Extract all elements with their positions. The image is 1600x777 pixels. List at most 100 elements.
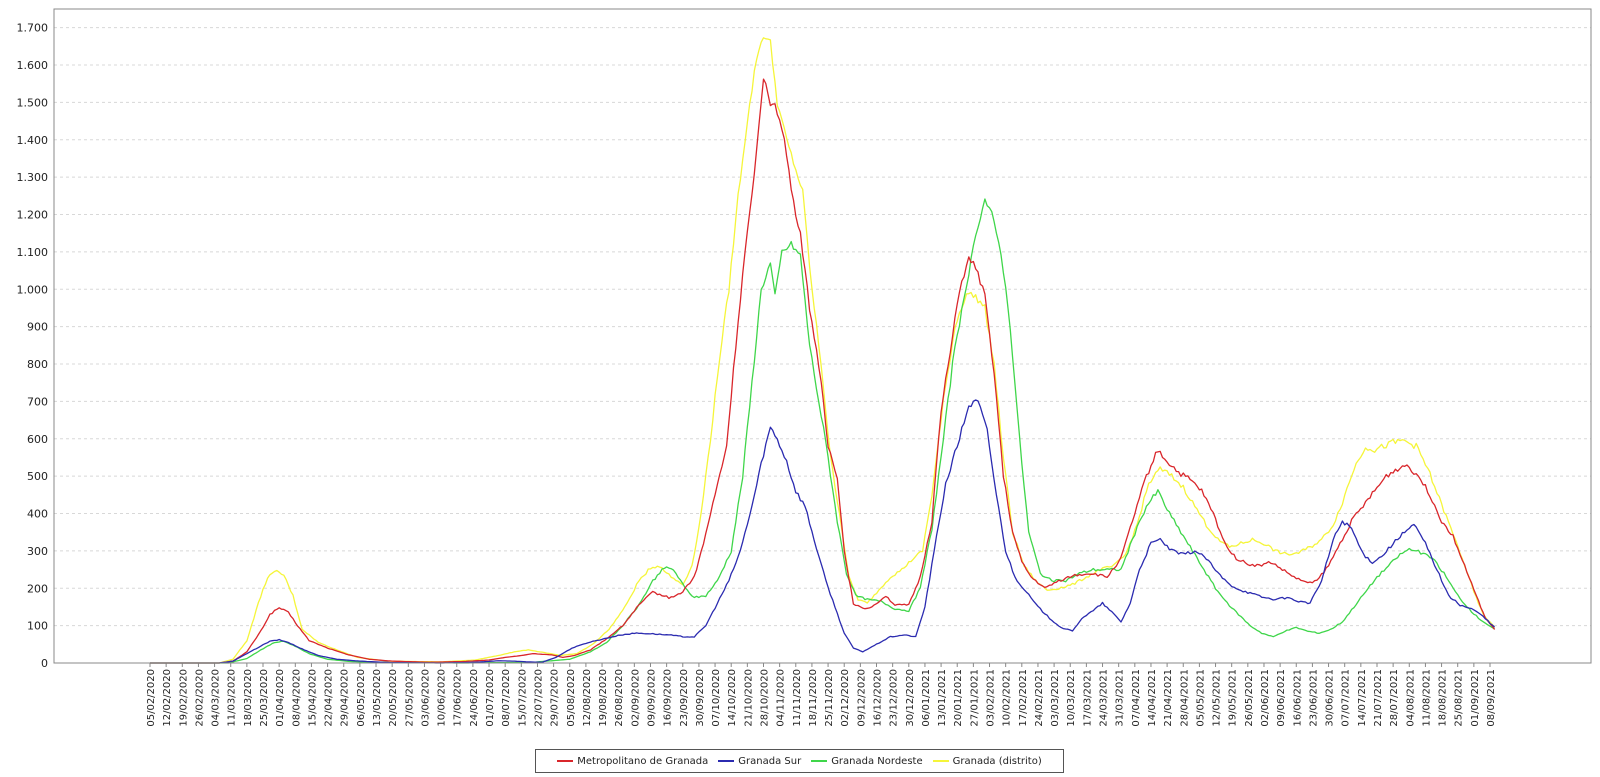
- y-tick-label: 1.600: [17, 59, 49, 72]
- x-tick-label: 11/11/2020: [792, 669, 803, 727]
- x-tick-label: 12/02/2020: [162, 669, 173, 727]
- x-tick-label: 07/10/2020: [711, 669, 722, 727]
- x-tick-label: 30/09/2020: [695, 669, 706, 727]
- legend-swatch: [932, 760, 949, 762]
- x-axis: 05/02/2020 12/02/2020 19/02/2020 26/02/2020…: [146, 663, 1497, 727]
- x-tick-label: 19/02/2020: [178, 669, 189, 727]
- x-tick-label: 12/05/2021: [1212, 669, 1223, 727]
- x-tick-label: 07/07/2021: [1341, 669, 1352, 727]
- x-tick-label: 10/03/2021: [1066, 669, 1077, 727]
- series-line-granada-sur: [150, 399, 1496, 664]
- y-tick-label: 1.100: [17, 246, 49, 259]
- y-tick-label: 400: [27, 508, 48, 521]
- x-tick-label: 28/04/2021: [1179, 669, 1190, 727]
- x-tick-label: 29/04/2020: [340, 669, 351, 727]
- x-tick-label: 18/03/2020: [243, 669, 254, 727]
- y-tick-label: 1.000: [17, 283, 49, 296]
- x-tick-label: 08/07/2020: [501, 669, 512, 727]
- y-tick-label: 0: [41, 657, 48, 670]
- x-tick-label: 17/06/2020: [453, 669, 464, 727]
- x-tick-label: 30/06/2021: [1325, 669, 1336, 727]
- legend-label: Granada (distrito): [952, 755, 1042, 767]
- x-tick-label: 05/02/2020: [146, 669, 157, 727]
- x-tick-label: 03/03/2021: [1050, 669, 1061, 727]
- legend-label: Granada Nordeste: [831, 755, 923, 767]
- x-tick-label: 26/08/2020: [614, 669, 625, 727]
- x-tick-label: 01/04/2020: [275, 669, 286, 727]
- series-line-granada-nordeste: [150, 198, 1495, 664]
- x-tick-label: 17/03/2021: [1082, 669, 1093, 727]
- legend-label: Granada Sur: [738, 755, 802, 767]
- x-tick-label: 30/12/2020: [905, 669, 916, 727]
- x-tick-label: 02/12/2020: [840, 669, 851, 727]
- x-tick-label: 23/12/2020: [889, 669, 900, 727]
- x-tick-label: 14/04/2021: [1147, 669, 1158, 727]
- x-tick-label: 08/04/2020: [291, 669, 302, 727]
- x-tick-label: 09/12/2020: [856, 669, 867, 727]
- x-tick-label: 13/01/2021: [937, 669, 948, 727]
- y-tick-label: 1.400: [17, 134, 49, 147]
- x-tick-label: 04/11/2020: [776, 669, 787, 727]
- x-tick-label: 15/07/2020: [517, 669, 528, 727]
- y-tick-label: 1.200: [17, 209, 49, 222]
- x-tick-label: 10/02/2021: [1002, 669, 1013, 727]
- x-tick-label: 18/11/2020: [808, 669, 819, 727]
- x-tick-label: 11/08/2021: [1421, 669, 1432, 727]
- x-tick-label: 09/09/2020: [646, 669, 657, 727]
- x-tick-label: 19/08/2020: [598, 669, 609, 727]
- x-tick-label: 18/08/2021: [1438, 669, 1449, 727]
- x-tick-label: 01/09/2021: [1470, 669, 1481, 727]
- y-axis: 0 100 200 300 400 500 600 700 800 900 1.000 1.100 1.…: [17, 22, 49, 670]
- x-tick-label: 06/05/2020: [356, 669, 367, 727]
- x-tick-label: 20/05/2020: [388, 669, 399, 727]
- x-tick-label: 16/09/2020: [663, 669, 674, 727]
- x-tick-label: 23/06/2021: [1308, 669, 1319, 727]
- x-tick-label: 31/03/2021: [1115, 669, 1126, 727]
- x-tick-label: 07/04/2021: [1131, 669, 1142, 727]
- x-tick-label: 21/07/2021: [1373, 669, 1384, 727]
- x-tick-label: 14/10/2020: [727, 669, 738, 727]
- x-tick-label: 21/04/2021: [1163, 669, 1174, 727]
- x-tick-label: 27/05/2020: [404, 669, 415, 727]
- y-tick-label: 1.700: [17, 22, 49, 35]
- x-tick-label: 24/03/2021: [1099, 669, 1110, 727]
- x-tick-label: 28/07/2021: [1389, 669, 1400, 727]
- x-tick-label: 17/02/2021: [1018, 669, 1029, 727]
- x-tick-label: 01/07/2020: [485, 669, 496, 727]
- x-tick-label: 14/07/2021: [1357, 669, 1368, 727]
- x-tick-label: 25/08/2021: [1454, 669, 1465, 727]
- x-tick-label: 13/05/2020: [372, 669, 383, 727]
- y-tick-label: 900: [27, 321, 48, 334]
- x-tick-label: 25/11/2020: [824, 669, 835, 727]
- y-tick-label: 700: [27, 395, 48, 408]
- x-tick-label: 08/09/2021: [1486, 669, 1497, 727]
- x-tick-label: 02/09/2020: [630, 669, 641, 727]
- legend-item: Granada Sur: [718, 756, 801, 767]
- y-tick-label: 1.500: [17, 96, 49, 109]
- y-tick-label: 100: [27, 620, 48, 633]
- plot-frame: [53, 8, 1592, 664]
- x-tick-label: 24/02/2021: [1034, 669, 1045, 727]
- x-tick-label: 23/09/2020: [679, 669, 690, 727]
- grid-lines: [54, 27, 1591, 664]
- x-tick-label: 05/05/2021: [1195, 669, 1206, 727]
- x-tick-label: 10/06/2020: [437, 669, 448, 727]
- x-tick-label: 27/01/2021: [969, 669, 980, 727]
- x-tick-label: 24/06/2020: [469, 669, 480, 727]
- x-tick-label: 03/02/2021: [986, 669, 997, 727]
- x-tick-label: 03/06/2020: [420, 669, 431, 727]
- x-tick-label: 04/08/2021: [1405, 669, 1416, 727]
- legend-swatch: [557, 760, 574, 762]
- x-tick-label: 20/01/2021: [953, 669, 964, 727]
- x-tick-label: 09/06/2021: [1276, 669, 1287, 727]
- y-tick-label: 500: [27, 470, 48, 483]
- legend-swatch: [718, 760, 735, 762]
- x-tick-label: 16/06/2021: [1292, 669, 1303, 727]
- y-tick-label: 800: [27, 358, 48, 371]
- x-tick-label: 29/07/2020: [550, 669, 561, 727]
- y-tick-label: 600: [27, 433, 48, 446]
- x-tick-label: 15/04/2020: [307, 669, 318, 727]
- x-tick-label: 19/05/2021: [1228, 669, 1239, 727]
- x-tick-label: 25/03/2020: [259, 669, 270, 727]
